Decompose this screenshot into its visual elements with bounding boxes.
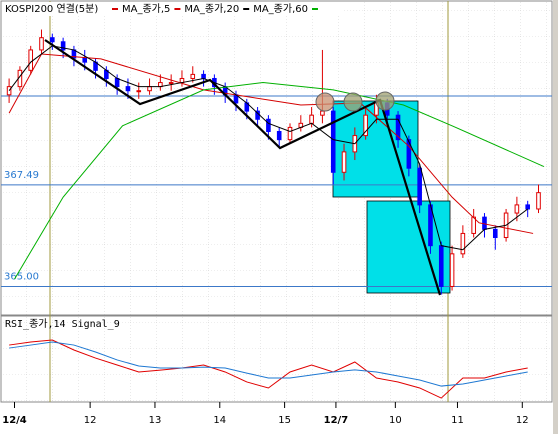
- candle-body: [363, 114, 368, 137]
- rsi-line: [9, 341, 528, 387]
- candle-body: [341, 151, 347, 173]
- x-tick-label: 11: [451, 415, 464, 426]
- candle-body: [147, 86, 152, 92]
- candle-body: [330, 110, 336, 173]
- legend-bg: [2, 2, 342, 16]
- candle-body: [417, 167, 422, 206]
- x-tick-label: 13: [149, 415, 162, 426]
- x-tick-label: 14: [213, 415, 226, 426]
- x-tick-label: 12: [84, 415, 97, 426]
- candle-body: [136, 90, 142, 93]
- x-tick-label: 10: [389, 415, 402, 426]
- candle-body: [449, 253, 455, 287]
- x-tick-label: 12: [516, 415, 529, 426]
- candle-body: [320, 110, 325, 116]
- legend: MA_종가,5 MA_종가,20 MA_종가,60: [112, 3, 318, 15]
- candle-body: [39, 37, 44, 51]
- y-tick-label: 367.49: [4, 170, 39, 181]
- candle-body: [125, 86, 131, 92]
- candle-body: [460, 232, 466, 255]
- price-pane: [0, 0, 553, 316]
- candle-body: [492, 228, 498, 239]
- candle-body: [536, 192, 541, 210]
- rsi-pane: [0, 315, 553, 403]
- legend-label: MA_종가,5: [122, 3, 170, 15]
- candle-body: [438, 245, 444, 287]
- candle-body: [114, 77, 120, 88]
- candle-body: [168, 82, 174, 85]
- candle-body: [406, 139, 412, 169]
- trend-line: [44, 39, 442, 296]
- marker-circle: [315, 92, 335, 112]
- y-tick-label: 365.00: [4, 271, 39, 282]
- price-layer: 367.49 365.00: [1, 29, 552, 295]
- candle-body: [514, 204, 520, 214]
- x-tick-label: 12/4: [2, 415, 27, 426]
- candle-body: [276, 130, 282, 141]
- ma-line: [14, 82, 545, 280]
- legend-label: MA_종가,20: [184, 3, 239, 15]
- highlight-box: [366, 200, 451, 294]
- marker-circle: [375, 91, 395, 111]
- candle-body: [201, 73, 206, 79]
- candle-body: [60, 41, 66, 51]
- x-tick-label: 15: [278, 415, 291, 426]
- candle-body: [266, 118, 271, 132]
- right-strip: [553, 0, 558, 434]
- rsi-line: [9, 339, 528, 399]
- chart-title: KOSPI200 연결(5분): [5, 3, 98, 15]
- candle-body: [190, 73, 196, 79]
- legend-label: MA_종가,60: [253, 3, 308, 15]
- candle-body: [287, 126, 293, 141]
- candle-body: [309, 114, 314, 124]
- x-tick-label: 12/7: [324, 415, 349, 426]
- candle-body: [50, 37, 55, 43]
- candle-body: [28, 49, 34, 71]
- candle-body: [525, 204, 530, 210]
- marker-circle: [343, 92, 363, 112]
- ma-line: [8, 45, 528, 251]
- rsi-title: RSI_종가,14 Signal_9: [5, 318, 120, 330]
- candle-body: [82, 57, 88, 63]
- candle-body: [395, 114, 401, 141]
